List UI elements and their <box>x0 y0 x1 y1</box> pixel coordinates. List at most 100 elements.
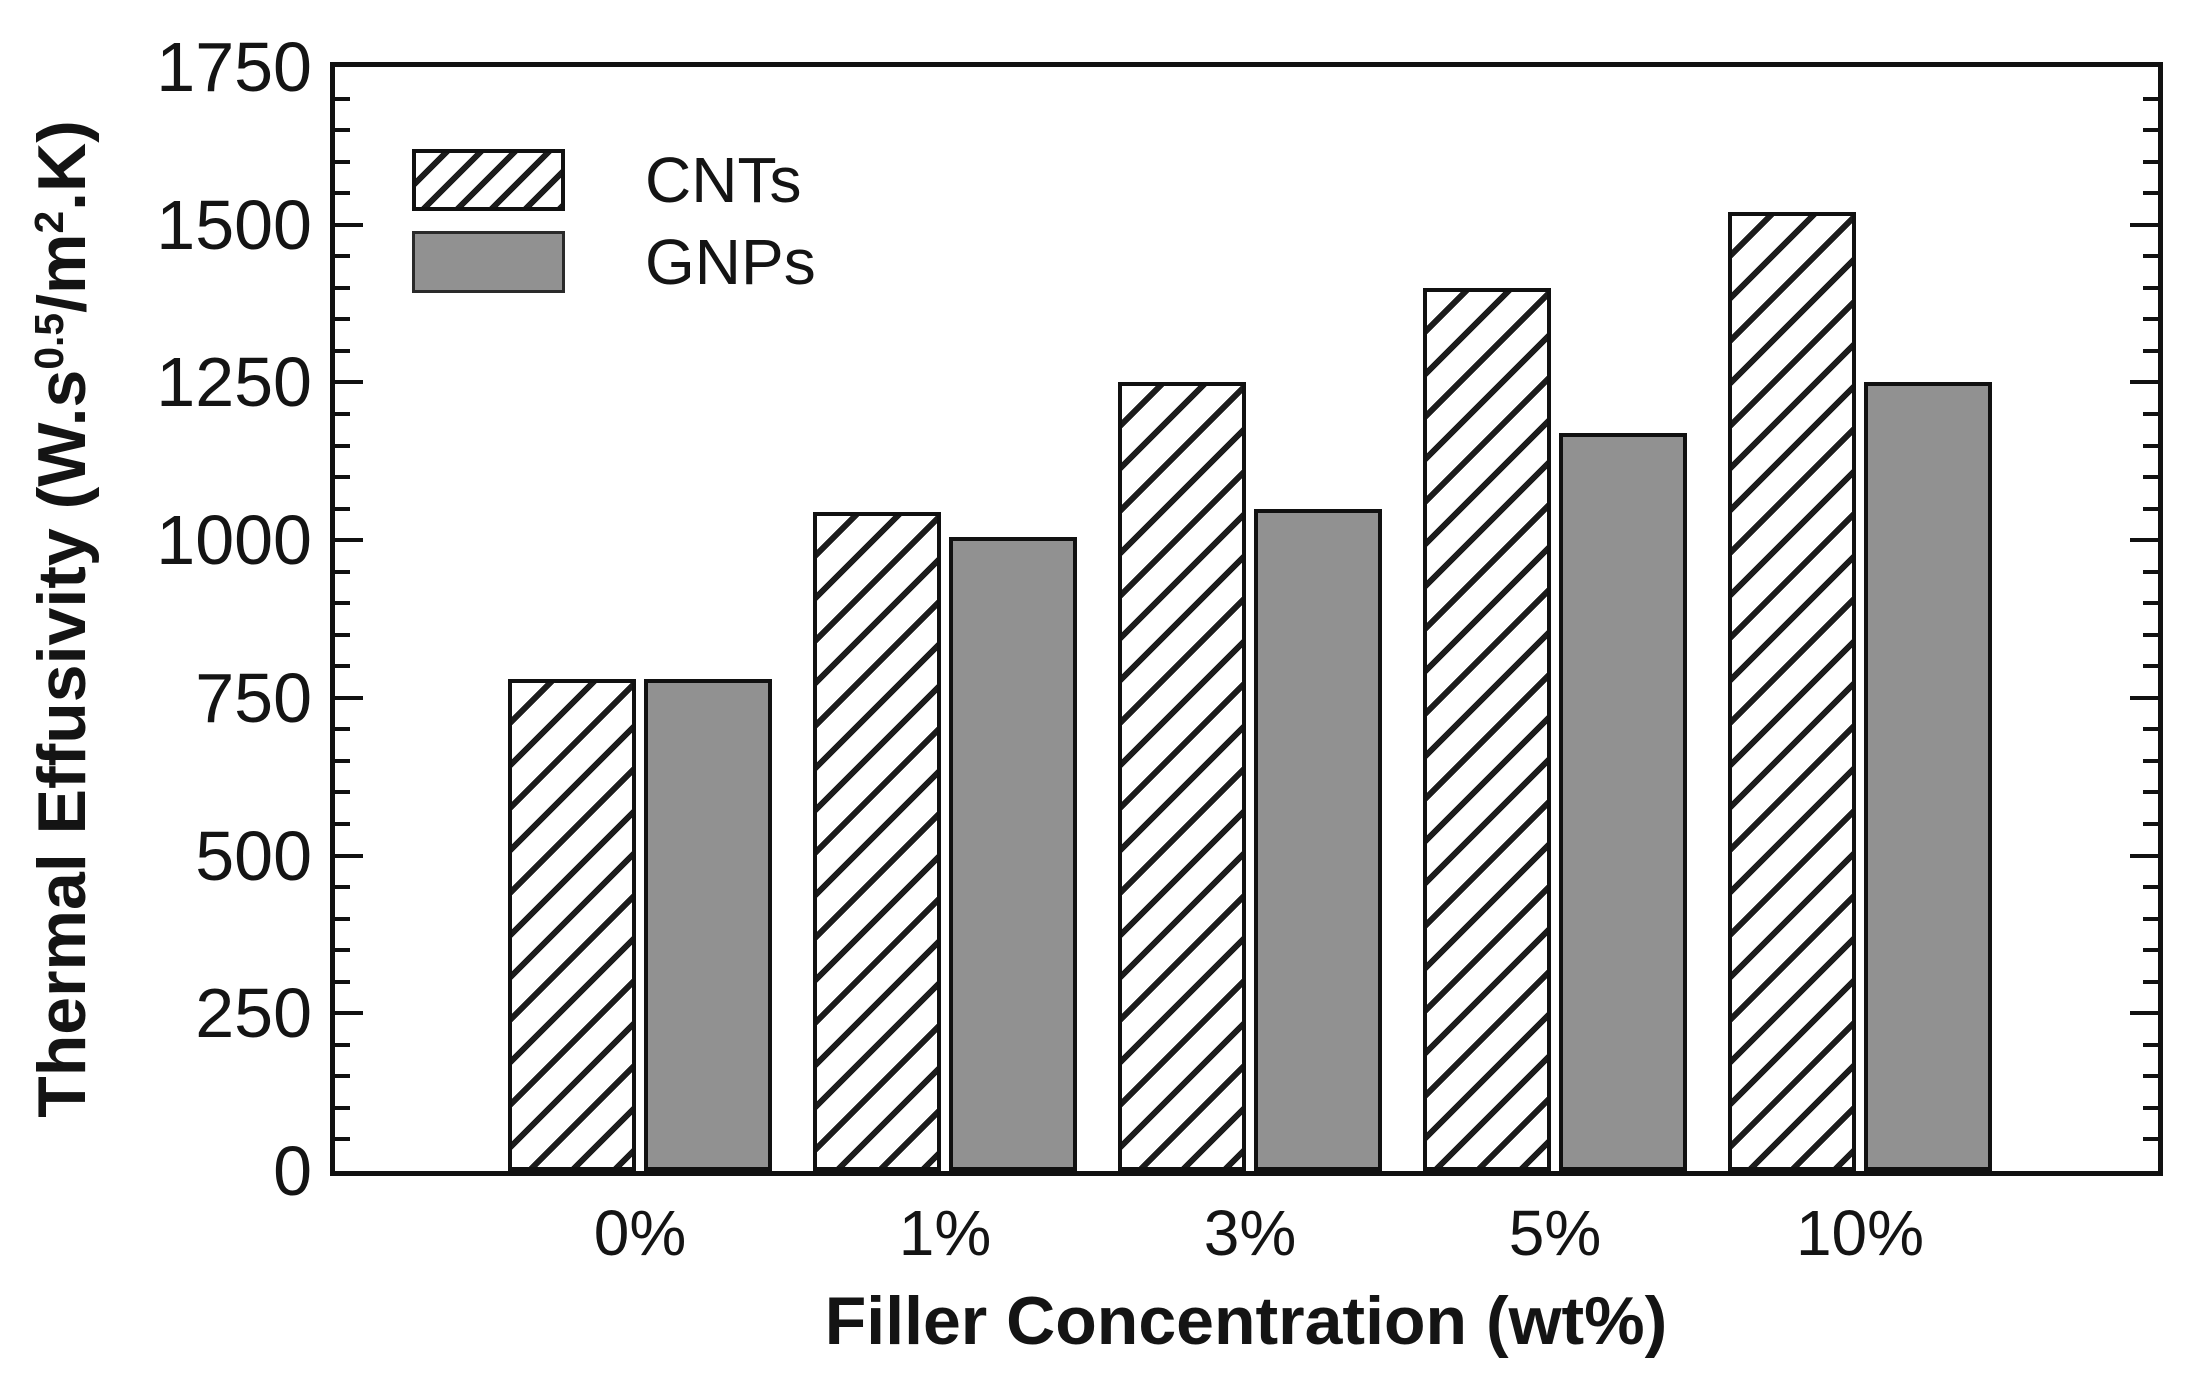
legend-label-gnps: GNPs <box>645 226 816 298</box>
y-minor-tick-400-right <box>2143 916 2158 921</box>
y-minor-tick-600-left <box>335 790 350 795</box>
bar-cnts-1% <box>813 511 941 1171</box>
y-minor-tick-300-right <box>2143 979 2158 984</box>
y-major-tick-1250-right <box>2130 380 2158 385</box>
bar-cnts-0% <box>508 678 636 1171</box>
y-major-tick-250-left <box>335 1011 363 1016</box>
bar-gnps-0% <box>644 678 772 1171</box>
y-minor-tick-950-right <box>2143 569 2158 574</box>
bar-cnts-5% <box>1423 287 1551 1171</box>
plot-area <box>330 62 2163 1176</box>
bar-cnts-3% <box>1118 382 1246 1171</box>
y-major-tick-1250-left <box>335 380 363 385</box>
y-minor-tick-1150-left <box>335 443 350 448</box>
bar-cnts-10% <box>1728 212 1856 1171</box>
y-major-tick-500-right <box>2130 853 2158 858</box>
bar-gnps-3% <box>1254 508 1382 1171</box>
y-minor-tick-100-left <box>335 1105 350 1110</box>
y-minor-tick-1200-left <box>335 411 350 416</box>
y-minor-tick-350-right <box>2143 948 2158 953</box>
bar-gnps-1% <box>949 537 1077 1171</box>
legend-swatch-cnts-hatched <box>412 149 565 211</box>
y-minor-tick-300-left <box>335 979 350 984</box>
y-tick-label-1250: 1250 <box>156 343 312 422</box>
y-major-tick-1500-left <box>335 222 363 227</box>
y-minor-tick-1400-left <box>335 285 350 290</box>
y-minor-tick-700-left <box>335 727 350 732</box>
y-tick-label-1000: 1000 <box>156 501 312 580</box>
y-tick-label-250: 250 <box>195 974 312 1053</box>
y-minor-tick-1200-right <box>2143 411 2158 416</box>
y-minor-tick-800-right <box>2143 664 2158 669</box>
x-axis-title: Filler Concentration (wt%) <box>824 1283 1668 1359</box>
y-minor-tick-1650-right <box>2143 128 2158 133</box>
y-minor-tick-900-left <box>335 601 350 606</box>
y-minor-tick-900-right <box>2143 601 2158 606</box>
y-minor-tick-200-right <box>2143 1042 2158 1047</box>
y-minor-tick-1050-left <box>335 506 350 511</box>
y-minor-tick-1700-left <box>335 96 350 101</box>
bar-gnps-10% <box>1864 382 1992 1171</box>
y-minor-tick-1550-left <box>335 191 350 196</box>
y-minor-tick-650-left <box>335 758 350 763</box>
y-major-tick-750-left <box>335 695 363 700</box>
y-minor-tick-1650-left <box>335 128 350 133</box>
legend-swatch-gnps-gray <box>412 231 565 293</box>
y-minor-tick-550-left <box>335 822 350 827</box>
y-major-tick-500-left <box>335 853 363 858</box>
y-minor-tick-1450-right <box>2143 254 2158 259</box>
y-minor-tick-1300-right <box>2143 348 2158 353</box>
y-major-tick-250-right <box>2130 1011 2158 1016</box>
y-minor-tick-100-right <box>2143 1105 2158 1110</box>
y-major-tick-1500-right <box>2130 222 2158 227</box>
x-tick-label-0%: 0% <box>593 1197 687 1269</box>
y-minor-tick-1300-left <box>335 348 350 353</box>
y-tick-label-500: 500 <box>195 816 312 895</box>
y-axis-title: Thermal Effusivity (W.s0.5/m2.K) <box>23 120 101 1118</box>
y-tick-label-1500: 1500 <box>156 185 312 264</box>
y-minor-tick-450-left <box>335 885 350 890</box>
y-minor-tick-800-left <box>335 664 350 669</box>
y-minor-tick-1050-right <box>2143 506 2158 511</box>
y-minor-tick-1400-right <box>2143 285 2158 290</box>
y-minor-tick-850-right <box>2143 632 2158 637</box>
y-minor-tick-600-right <box>2143 790 2158 795</box>
x-tick-label-5%: 5% <box>1508 1197 1602 1269</box>
y-minor-tick-1450-left <box>335 254 350 259</box>
y-minor-tick-50-right <box>2143 1137 2158 1142</box>
y-minor-tick-150-left <box>335 1074 350 1079</box>
y-tick-label-0: 0 <box>273 1132 312 1210</box>
y-minor-tick-1350-right <box>2143 317 2158 322</box>
y-minor-tick-1600-left <box>335 159 350 164</box>
bar-gnps-5% <box>1559 432 1687 1171</box>
y-minor-tick-850-left <box>335 632 350 637</box>
y-minor-tick-150-right <box>2143 1074 2158 1079</box>
y-minor-tick-550-right <box>2143 822 2158 827</box>
y-minor-tick-1700-right <box>2143 96 2158 101</box>
y-major-tick-1000-left <box>335 538 363 543</box>
x-tick-label-10%: 10% <box>1795 1197 1925 1269</box>
y-minor-tick-1350-left <box>335 317 350 322</box>
y-minor-tick-1150-right <box>2143 443 2158 448</box>
y-minor-tick-50-left <box>335 1137 350 1142</box>
y-minor-tick-350-left <box>335 948 350 953</box>
y-minor-tick-650-right <box>2143 758 2158 763</box>
y-minor-tick-1100-right <box>2143 475 2158 480</box>
y-minor-tick-1100-left <box>335 475 350 480</box>
legend-label-cnts: CNTs <box>645 144 802 216</box>
y-tick-label-1750: 1750 <box>156 28 312 106</box>
y-minor-tick-200-left <box>335 1042 350 1047</box>
legend-item-cnts: CNTs <box>412 146 801 214</box>
legend-item-gnps: GNPs <box>412 228 816 296</box>
y-minor-tick-400-left <box>335 916 350 921</box>
x-tick-label-3%: 3% <box>1203 1197 1297 1269</box>
y-tick-label-750: 750 <box>195 658 312 737</box>
x-tick-label-1%: 1% <box>898 1197 992 1269</box>
y-minor-tick-1600-right <box>2143 159 2158 164</box>
y-minor-tick-950-left <box>335 569 350 574</box>
y-minor-tick-1550-right <box>2143 191 2158 196</box>
y-major-tick-750-right <box>2130 695 2158 700</box>
y-major-tick-1000-right <box>2130 538 2158 543</box>
y-minor-tick-700-right <box>2143 727 2158 732</box>
